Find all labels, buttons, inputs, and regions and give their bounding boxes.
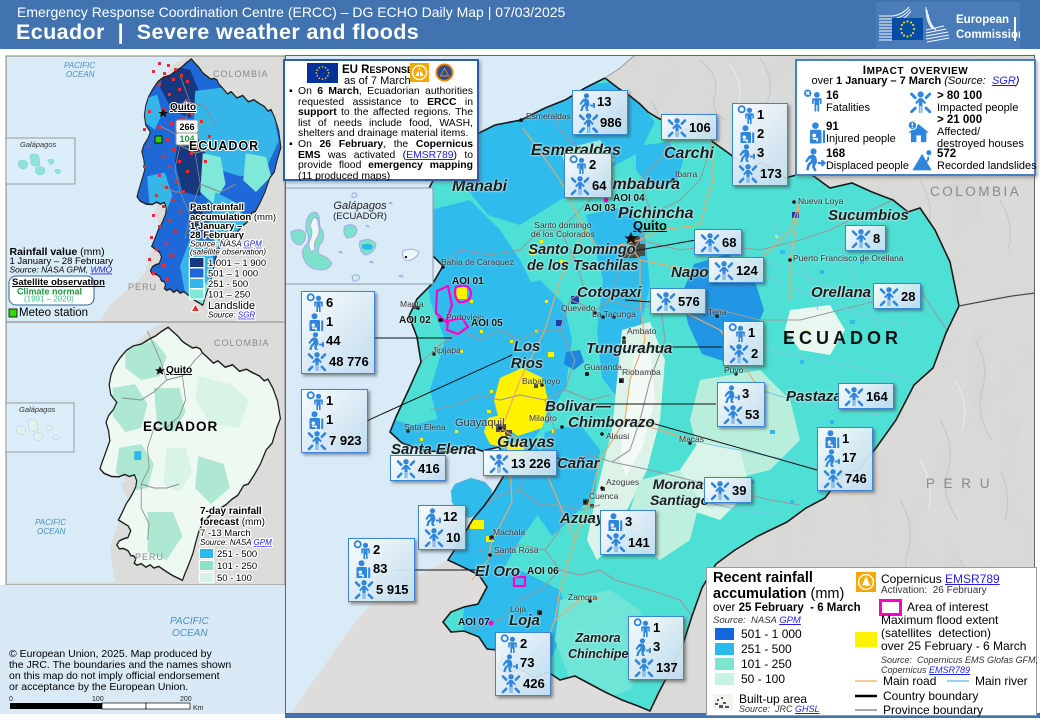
svg-text:PERU: PERU bbox=[128, 282, 157, 292]
svg-text:Quito: Quito bbox=[166, 365, 192, 376]
svg-text:Source: SGR: Source: SGR bbox=[208, 311, 255, 320]
svg-text:Meteo station: Meteo station bbox=[19, 307, 88, 319]
svg-text:7-day rainfall: 7-day rainfall bbox=[200, 506, 262, 517]
svg-text:Commission: Commission bbox=[956, 29, 1020, 41]
svg-text:7 -13 March: 7 -13 March bbox=[200, 528, 251, 539]
svg-text:251 - 500: 251 - 500 bbox=[208, 279, 248, 290]
svg-text:Source: NASA GPM, WMO: Source: NASA GPM, WMO bbox=[10, 265, 113, 275]
svg-text:PACIFIC: PACIFIC bbox=[35, 518, 66, 527]
svg-text:OCEAN: OCEAN bbox=[172, 628, 208, 639]
svg-text:(satellite observation): (satellite observation) bbox=[190, 248, 266, 257]
svg-text:1 001 – 1 900: 1 001 – 1 900 bbox=[208, 258, 266, 269]
svg-text:PERU: PERU bbox=[135, 552, 164, 562]
svg-text:Landslide: Landslide bbox=[208, 300, 255, 312]
svg-text:100: 100 bbox=[92, 696, 104, 703]
svg-text:© European Union, 2025. Map pr: © European Union, 2025. Map produced by bbox=[9, 648, 212, 660]
svg-text:Galápagos: Galápagos bbox=[20, 140, 57, 149]
svg-text:or acceptance by the European: or acceptance by the European Union. bbox=[9, 681, 188, 693]
svg-text:ECUADOR: ECUADOR bbox=[143, 419, 218, 434]
svg-text:Quito: Quito bbox=[170, 102, 196, 113]
svg-text:on this map do not imply offic: on this map do not imply official endors… bbox=[9, 670, 220, 682]
svg-text:(1991 – 2020): (1991 – 2020) bbox=[24, 295, 74, 304]
svg-text:OCEAN: OCEAN bbox=[66, 70, 95, 79]
svg-text:(ECUADOR): (ECUADOR) bbox=[333, 211, 387, 222]
svg-text:Source: NASA GPM: Source: NASA GPM bbox=[200, 538, 272, 547]
svg-text:28 February: 28 February bbox=[190, 230, 245, 241]
svg-text:COLOMBIA: COLOMBIA bbox=[213, 69, 269, 79]
svg-text:OCEAN: OCEAN bbox=[37, 527, 66, 536]
svg-text:104: 104 bbox=[179, 134, 194, 144]
svg-text:0: 0 bbox=[9, 696, 13, 703]
svg-text:1 January – 28 February: 1 January – 28 February bbox=[10, 256, 114, 267]
svg-text:251 - 500: 251 - 500 bbox=[217, 549, 257, 560]
svg-text:PACIFIC: PACIFIC bbox=[170, 616, 209, 627]
svg-text:Rainfall value (mm): Rainfall value (mm) bbox=[10, 246, 105, 258]
svg-text:forecast (mm): forecast (mm) bbox=[200, 517, 265, 528]
svg-text:Satellite observation: Satellite observation bbox=[12, 277, 105, 288]
svg-text:Galápagos: Galápagos bbox=[19, 405, 56, 414]
svg-text:accumulation (mm): accumulation (mm) bbox=[190, 212, 276, 223]
svg-text:COLOMBIA: COLOMBIA bbox=[214, 338, 270, 348]
svg-text:50 - 100: 50 - 100 bbox=[217, 573, 252, 584]
svg-text:ECUADOR: ECUADOR bbox=[189, 139, 259, 153]
svg-text:101 – 250: 101 – 250 bbox=[208, 290, 250, 301]
svg-text:101 - 250: 101 - 250 bbox=[217, 561, 257, 572]
svg-text:Source: NASA GPM: Source: NASA GPM bbox=[190, 240, 262, 249]
svg-text:1 January –: 1 January – bbox=[190, 221, 242, 232]
svg-text:the JRC. The boundaries and th: the JRC. The boundaries and the names sh… bbox=[9, 659, 231, 671]
svg-text:200: 200 bbox=[180, 696, 192, 703]
svg-text:Past rainfall: Past rainfall bbox=[190, 202, 244, 213]
svg-text:Climate normal: Climate normal bbox=[17, 287, 82, 297]
svg-text:Galápagos: Galápagos bbox=[333, 200, 387, 212]
svg-text:European: European bbox=[956, 14, 1009, 26]
svg-text:Km: Km bbox=[193, 705, 204, 712]
svg-text:501 – 1 000: 501 – 1 000 bbox=[208, 269, 258, 280]
svg-text:266: 266 bbox=[179, 122, 194, 132]
svg-text:PACIFIC: PACIFIC bbox=[64, 61, 95, 70]
